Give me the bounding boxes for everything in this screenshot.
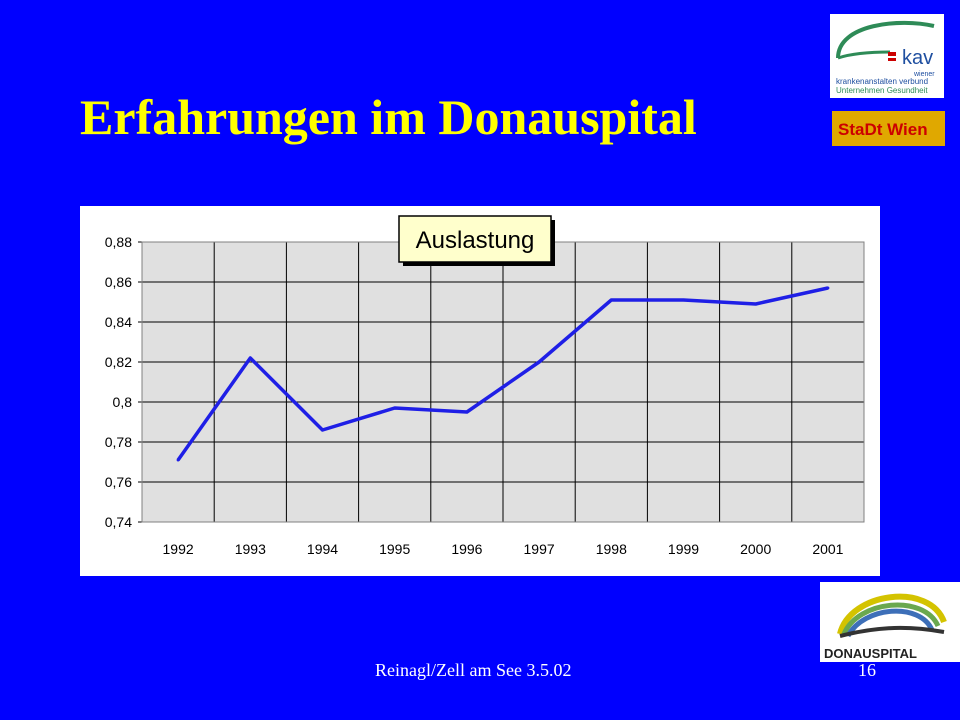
- x-tick-label: 1999: [668, 541, 699, 557]
- series-line: [176, 286, 829, 462]
- y-tick-label: 0,88: [105, 234, 132, 250]
- kav-line1: wiener: [913, 71, 935, 78]
- data-point: [682, 298, 685, 302]
- x-tick-label: 1994: [307, 541, 338, 557]
- chart-title-box: [398, 215, 552, 263]
- x-tick-label: 1996: [451, 541, 482, 557]
- x-tick-label: 1995: [379, 541, 410, 557]
- data-point: [321, 428, 324, 432]
- kav-line3: Unternehmen Gesundheit: [836, 86, 928, 95]
- chart-container: 0,74 0,76 0,78 0,8 0,82 0,84 0,86 0,88 1992 1993 1…: [80, 206, 880, 576]
- kav-mark: kav: [902, 47, 933, 69]
- x-tick-label: 2000: [740, 541, 771, 557]
- stadt-wien-logo: StaDt Wien: [832, 111, 945, 146]
- auslastung-chart: 0,74 0,76 0,78 0,8 0,82 0,84 0,86 0,88 1992 1993 1…: [105, 215, 865, 557]
- y-tick-label: 0,76: [105, 474, 132, 490]
- x-tick-label: 1993: [235, 541, 266, 557]
- y-tick-label: 0,74: [105, 514, 132, 530]
- y-tick-label: 0,8: [113, 394, 133, 410]
- footer-text: Reinagl/Zell am See 3.5.02: [375, 660, 572, 680]
- data-point: [393, 406, 397, 410]
- data-point: [465, 410, 469, 414]
- kav-line2: krankenanstalten verbund: [836, 77, 928, 86]
- data-point: [176, 458, 180, 462]
- data-point: [754, 302, 758, 306]
- y-tick-label: 0,82: [105, 354, 132, 370]
- y-tick-label: 0,78: [105, 434, 132, 450]
- page-number: 16: [858, 660, 876, 680]
- data-point: [609, 298, 613, 302]
- chart-title: Auslastung: [416, 227, 535, 254]
- x-tick-label: 2001: [812, 541, 843, 557]
- y-tick-label: 0,86: [105, 274, 132, 290]
- data-point: [826, 286, 830, 290]
- slide-title: Erfahrungen im Donauspital: [80, 89, 697, 145]
- x-tick-label: 1997: [524, 541, 555, 557]
- data-point: [537, 360, 541, 364]
- y-tick-label: 0,84: [105, 314, 132, 330]
- data-point: [248, 356, 252, 360]
- donauspital-text: DONAUSPITAL: [824, 646, 917, 661]
- stadt-wien-text: StaDt Wien: [838, 120, 928, 139]
- x-tick-label: 1998: [596, 541, 627, 557]
- x-tick-label: 1992: [163, 541, 194, 557]
- kav-logo: kav wiener krankenanstalten verbund Unte…: [830, 14, 944, 98]
- donauspital-logo: DONAUSPITAL: [820, 582, 960, 662]
